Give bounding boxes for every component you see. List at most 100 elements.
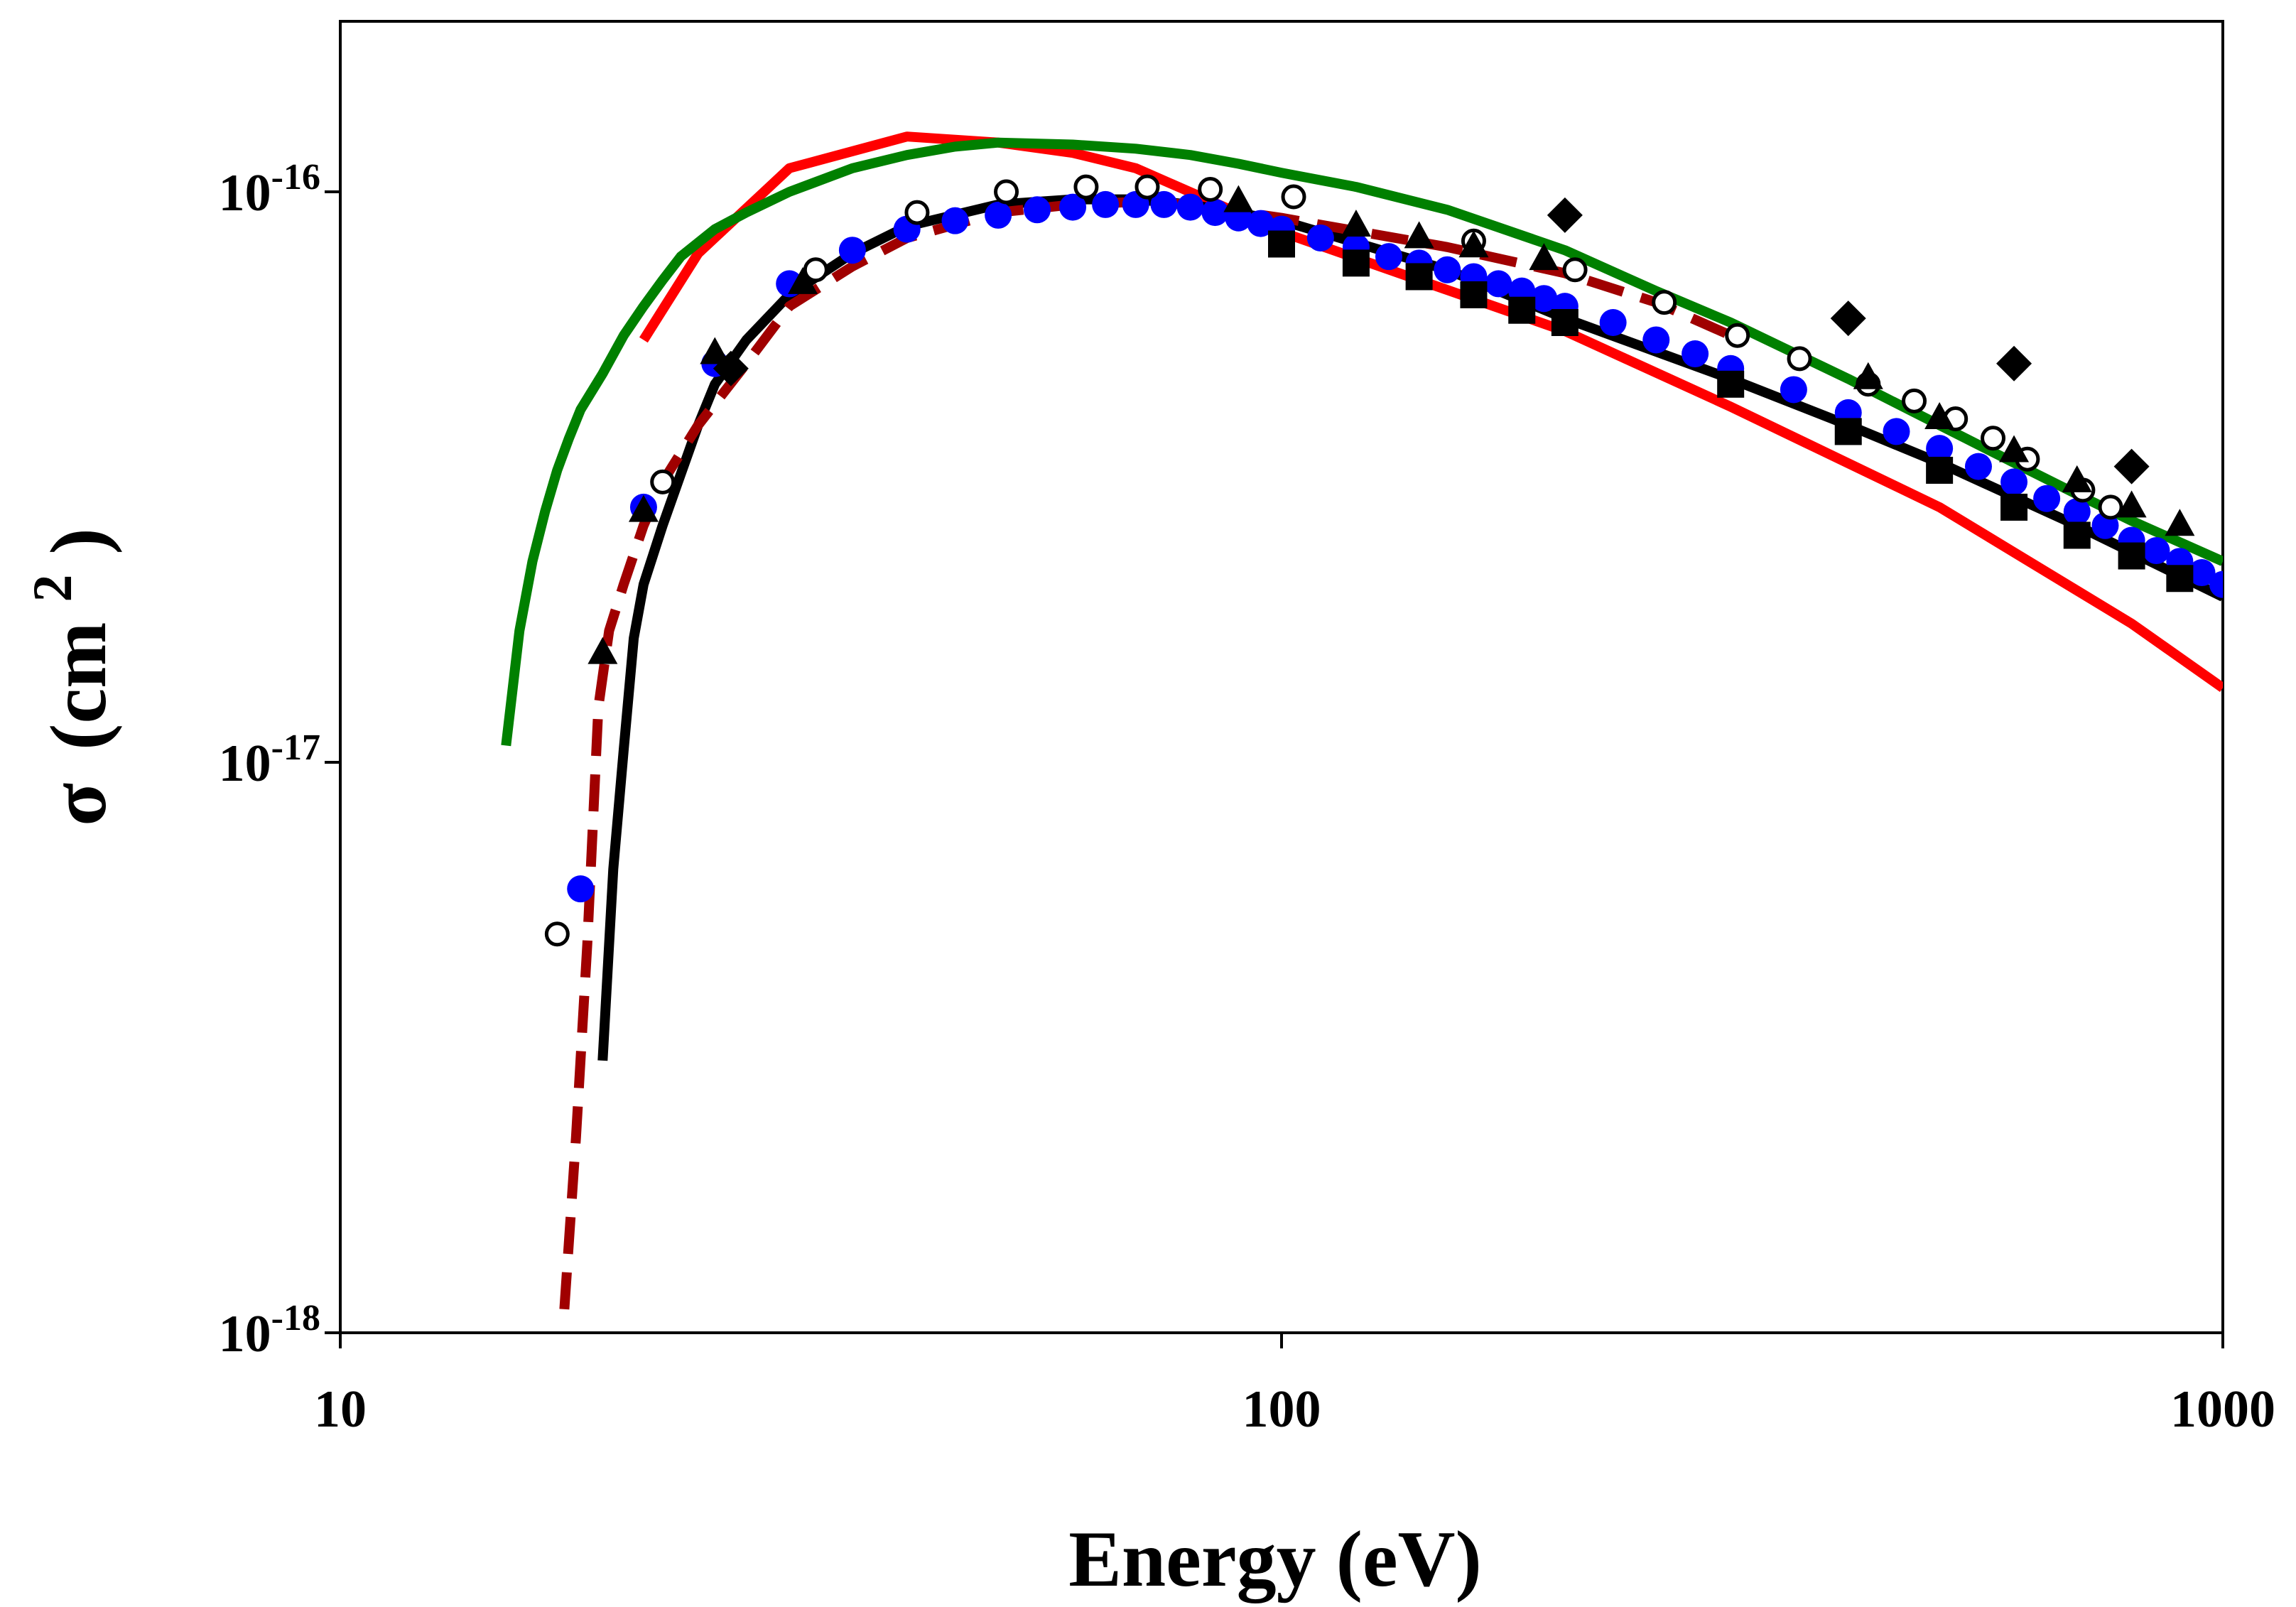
- open-circles-point: [1902, 388, 1927, 413]
- blue-filled-circles-point: [2188, 559, 2216, 587]
- black-triangles-point: [1458, 230, 1489, 258]
- y-tick-base: 10: [219, 735, 271, 793]
- black-triangles-point: [1999, 435, 2030, 462]
- black-triangles-point: [2165, 509, 2195, 536]
- black-diamonds-point: [2113, 448, 2150, 485]
- blue-filled-circles-point: [1247, 210, 1274, 237]
- open-circles-point: [904, 200, 930, 225]
- open-circles-point: [1787, 346, 1812, 372]
- open-circles-point: [803, 257, 828, 283]
- blue-filled-circles-point: [1306, 224, 1334, 251]
- svg-text:σ (cm 2: σ (cm 2 ): [1, 528, 123, 826]
- labels-layer: Energy (eV) σ (cm 2 ): [1, 528, 1482, 1603]
- open-circles-point: [544, 921, 570, 947]
- black-squares-point: [2166, 565, 2194, 593]
- blue-filled-circles-point: [2063, 498, 2091, 526]
- y-tick-exponent: -16: [271, 157, 320, 198]
- black-squares-point: [1342, 249, 1370, 277]
- series-layer: [501, 131, 2223, 1310]
- open-circles-point: [1725, 323, 1750, 348]
- black-squares-point: [1508, 296, 1536, 324]
- blue-filled-circles-point: [1780, 376, 1807, 404]
- blue-filled-circles-point: [2000, 468, 2028, 496]
- black-triangles-point: [628, 494, 659, 522]
- y-tick-base: 10: [219, 164, 271, 222]
- y-axis-exponent: 2: [21, 575, 83, 602]
- black-triangles-point: [700, 337, 730, 364]
- black-squares-point: [2000, 493, 2028, 521]
- open-circles-point: [1281, 184, 1306, 210]
- blue-filled-circles-point: [1964, 453, 1992, 480]
- y-tick-label: 10-17: [219, 727, 320, 793]
- open-circles-point: [2098, 494, 2123, 520]
- black-triangles-point: [1924, 401, 1955, 429]
- open-circles-point: [1073, 174, 1099, 200]
- black-diamonds-point: [713, 350, 749, 386]
- black-triangles-point: [1853, 362, 1883, 389]
- blue-filled-circles-point: [1530, 285, 1558, 313]
- black-squares-point: [1551, 309, 1578, 337]
- x-tick-label: 1000: [2170, 1380, 2275, 1439]
- blue-filled-circles-point: [1883, 418, 1910, 445]
- blue-filled-circles-point: [1926, 435, 1954, 462]
- blue-filled-circles-point: [1092, 190, 1120, 218]
- black-triangles-point: [1404, 221, 1434, 249]
- blue-filled-circles-point: [985, 201, 1012, 229]
- blue-filled-circles-point: [941, 207, 969, 234]
- black-squares-point: [1717, 370, 1745, 398]
- y-tick-exponent: -18: [271, 1298, 320, 1338]
- blue-filled-circles-point: [1150, 190, 1178, 218]
- blue-filled-circles-point: [2033, 485, 2061, 512]
- blue-filled-circles-point: [567, 875, 595, 903]
- blue-filled-circles-point: [1485, 270, 1512, 298]
- blue-filled-circles-point: [1434, 256, 1461, 283]
- black-triangles-point: [1341, 210, 1371, 237]
- open-circles-point: [994, 179, 1019, 205]
- blue-filled-circles-point: [1642, 326, 1670, 354]
- black-triangles-point: [2116, 490, 2147, 518]
- black-diamonds-point: [1996, 345, 2032, 382]
- blue-filled-circles-point: [2143, 537, 2170, 565]
- blue-filled-circles-point: [1682, 340, 1709, 368]
- black-squares-point: [1926, 456, 1954, 484]
- y-axis-title: σ (cm 2 ): [1, 528, 123, 826]
- black-squares-point: [2118, 542, 2145, 570]
- x-tick-label: 10: [314, 1380, 367, 1439]
- blue-filled-circles-point: [1023, 196, 1051, 224]
- blue-filled-circles-point: [1599, 309, 1627, 337]
- open-circles-point: [1652, 290, 1677, 315]
- y-tick-label: 10-16: [219, 157, 320, 222]
- y-axis-close: ): [35, 528, 123, 554]
- black-squares-point: [1268, 230, 1295, 258]
- black-triangles-point: [1223, 185, 1254, 212]
- y-tick-exponent: -17: [271, 727, 320, 768]
- y-axis-unit: (cm: [35, 622, 123, 750]
- open-circles-point: [1198, 177, 1223, 202]
- black-triangles-point: [1529, 243, 1559, 271]
- open-circles-point: [1562, 257, 1588, 283]
- darkred-dashed-line: [559, 197, 1733, 1310]
- black-squares-point: [1460, 281, 1488, 308]
- black-triangles-point: [587, 637, 618, 664]
- x-tick-label: 100: [1242, 1380, 1321, 1439]
- blue-filled-circles-point: [838, 237, 866, 264]
- y-tick-label: 10-18: [219, 1298, 320, 1363]
- black-triangles-point: [2062, 465, 2092, 492]
- black-triangles-point: [788, 266, 818, 294]
- blue-filled-circles-point: [1201, 199, 1229, 227]
- x-axis-title: Energy (eV): [1068, 1515, 1482, 1603]
- black-squares-point: [2063, 521, 2091, 549]
- blue-filled-circles-point: [1176, 193, 1204, 221]
- black-line: [597, 194, 2223, 1061]
- series-group: [501, 131, 2223, 1310]
- open-circles-point: [1981, 426, 2006, 451]
- black-squares-point: [1834, 418, 1862, 445]
- open-circles-point: [1135, 174, 1160, 200]
- black-diamonds-point: [1547, 197, 1583, 233]
- y-axis-symbol: σ: [35, 783, 123, 826]
- open-circles-point: [650, 469, 676, 494]
- black-diamonds-point: [1830, 301, 1866, 337]
- green-line: [501, 137, 2223, 747]
